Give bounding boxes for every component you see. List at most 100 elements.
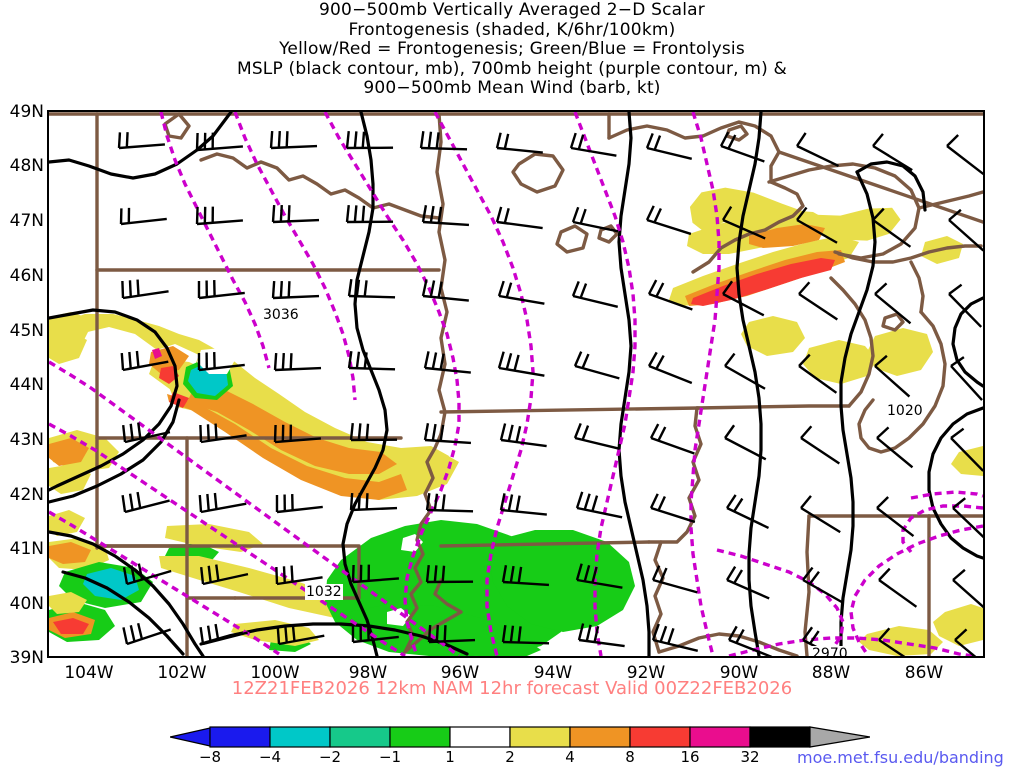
site-watermark: moe.met.fsu.edu/banding <box>797 748 1004 767</box>
y-tick-42n: 42N <box>9 485 44 505</box>
shade-yellow-wi-2 <box>803 340 877 384</box>
shade-yellow-wi-3 <box>741 316 805 356</box>
title-line-1: 900−500mb Vertically Averaged 2−D Scalar <box>319 0 705 20</box>
x-tick-94w: 94W <box>533 663 573 683</box>
x-tick-102w: 102W <box>157 663 207 683</box>
y-tick-40n: 40N <box>9 594 44 614</box>
height-contour-12 <box>728 636 974 656</box>
mslp-contour-i2 <box>855 160 927 212</box>
chart-title-block: 900−500mb Vertically Averaged 2−D Scalar… <box>0 0 1024 99</box>
map-canvas <box>49 112 983 656</box>
lake-mille-lacs <box>555 224 589 254</box>
height-contour-13 <box>910 490 983 500</box>
colorbar-over-arrow <box>809 726 870 748</box>
contour-label-2970: 2970 <box>811 646 849 656</box>
height-contour-10 <box>716 548 845 656</box>
shade-yellow-right2 <box>933 604 983 646</box>
border-ia-mo <box>439 540 651 548</box>
michigan-up <box>833 244 983 264</box>
cb-seg-cyan <box>269 726 331 748</box>
x-tick-88w: 88W <box>811 663 851 683</box>
mslp-contour-j <box>927 406 983 560</box>
shade-orange-sd3 <box>167 394 407 500</box>
title-line-4: MSLP (black contour, mb), 700mb height (… <box>236 58 788 79</box>
cb-tick-2: 2 <box>505 748 515 766</box>
cb-seg-orange <box>569 726 631 748</box>
cb-seg-yellow <box>509 726 571 748</box>
shade-orange-mn2 <box>749 224 825 248</box>
shade-orange-sd2 <box>187 382 397 474</box>
lake-small-2 <box>163 112 191 140</box>
border-mn-nd-river <box>435 112 449 436</box>
shade-yellow-wy1 <box>49 330 87 364</box>
height-contour-7 <box>433 112 535 656</box>
contour-label-1020: 1020 <box>886 403 924 419</box>
y-tick-41n: 41N <box>9 539 44 559</box>
y-tick-43n: 43N <box>9 430 44 450</box>
shade-yellow-co3 <box>159 556 355 618</box>
height-contour-9 <box>689 112 721 656</box>
mslp-contour-f <box>341 112 389 656</box>
colorbar-swatches <box>170 726 870 748</box>
cb-tick--1: −1 <box>378 748 402 766</box>
x-tick-92w: 92W <box>626 663 666 683</box>
height-contour-11 <box>849 524 983 655</box>
cb-seg-green <box>389 726 451 748</box>
shade-yellow-co5 <box>49 592 87 614</box>
mslp-contour-d <box>61 570 185 656</box>
shade-red-mn <box>691 258 835 306</box>
border-ontario <box>917 190 983 210</box>
mslp-contour-b2 <box>49 398 181 504</box>
lake-small-1 <box>511 152 565 194</box>
shade-yellow-wi-1 <box>867 328 933 376</box>
x-tick-104w: 104W <box>64 663 114 683</box>
mslp-contour-k <box>951 296 983 388</box>
contour-label-36: 3036 <box>262 307 300 323</box>
shade-yellow-right1 <box>951 446 983 476</box>
x-tick-100w: 100W <box>250 663 300 683</box>
cb-seg-white <box>449 726 511 748</box>
title-line-3: Yellow/Red = Frontogenesis; Green/Blue =… <box>279 39 745 59</box>
height-contours-700mb <box>49 112 983 656</box>
shade-orange-co2 <box>49 542 91 564</box>
y-tick-48n: 48N <box>9 156 44 176</box>
cb-tick-4: 4 <box>565 748 575 766</box>
border-ia-il <box>647 406 703 544</box>
height-contour-2 <box>233 112 357 401</box>
cb-tick-32: 32 <box>740 748 760 766</box>
state-borders <box>49 112 983 656</box>
lake-superior-shore <box>767 162 921 260</box>
mslp-contour-i <box>839 170 877 656</box>
shade-yellow-co1 <box>49 510 85 536</box>
y-tick-46n: 46N <box>9 266 44 286</box>
cb-tick--8: −8 <box>198 748 222 766</box>
border-canada-ne2 <box>777 150 983 224</box>
forecast-caption: 12Z21FEB2026 12km NAM 12hr forecast Vali… <box>231 678 793 699</box>
michigan-lower <box>857 310 947 454</box>
border-mo-river <box>403 578 463 654</box>
lake-dot-3 <box>725 124 749 142</box>
x-tick-96w: 96W <box>440 663 480 683</box>
cb-tick--2: −2 <box>318 748 342 766</box>
border-il-south <box>657 632 799 656</box>
cb-seg-black <box>749 726 811 748</box>
x-tick-86w: 86W <box>904 663 944 683</box>
cb-tick-8: 8 <box>625 748 635 766</box>
border-wi-mn <box>691 180 805 274</box>
cb-tick-16: 16 <box>680 748 700 766</box>
height-contour-3 <box>49 360 461 656</box>
cb-seg-teal <box>329 726 391 748</box>
cb-seg-blue <box>209 726 271 748</box>
y-tick-47n: 47N <box>9 211 44 231</box>
contour-label-1032: 1032 <box>305 584 343 600</box>
y-tick-49n: 49N <box>9 102 44 122</box>
border-wi-il <box>695 404 851 410</box>
y-tick-44n: 44N <box>9 375 44 395</box>
map-plot-area: 3036 1020 1032 2970 <box>47 110 985 658</box>
cb-seg-magenta <box>689 726 751 748</box>
lake-dot-1 <box>597 224 619 244</box>
mslp-contour-a <box>49 112 233 180</box>
mslp-contour-b <box>49 308 179 492</box>
shade-orange-wy <box>49 438 89 466</box>
